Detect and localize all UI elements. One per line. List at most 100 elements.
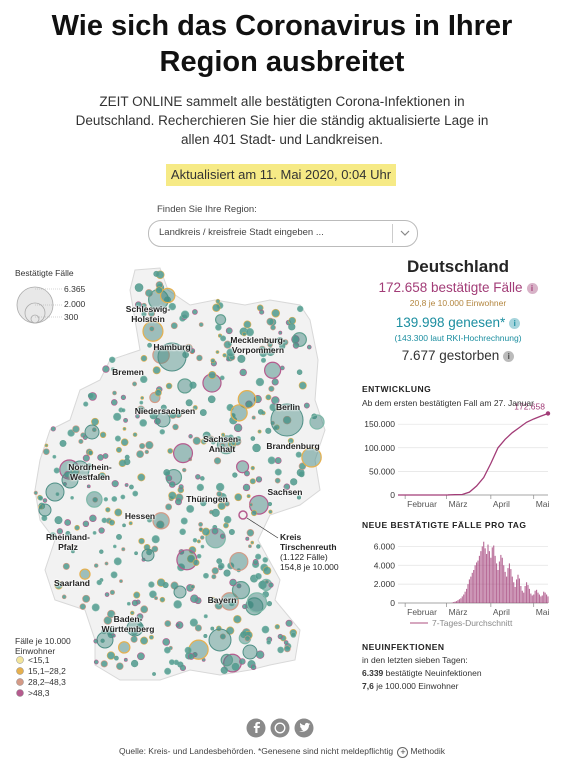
district-circle	[112, 544, 117, 549]
district-circle	[258, 580, 267, 590]
district-circle	[121, 547, 126, 552]
district-circle	[250, 509, 258, 517]
district-circle	[232, 472, 238, 478]
chart-title: ENTWICKLUNG	[362, 384, 432, 394]
district-circle	[200, 535, 205, 540]
district-circle	[237, 354, 246, 363]
district-circle	[136, 623, 144, 631]
district-circle	[140, 375, 148, 384]
district-circle	[257, 429, 262, 434]
district-circle	[228, 599, 235, 607]
district-circle	[104, 592, 110, 597]
district-circle	[137, 652, 145, 661]
district-circle	[172, 423, 179, 431]
district-circle	[134, 283, 144, 292]
y-tick-label: 0	[390, 598, 395, 608]
district-circle	[221, 432, 226, 437]
district-circle	[87, 392, 94, 399]
district-circle	[132, 432, 138, 437]
district-circle	[261, 625, 270, 634]
district-circle	[277, 646, 284, 654]
bar	[463, 594, 465, 603]
dropdown-toggle[interactable]	[392, 224, 417, 243]
district-circle	[140, 355, 148, 362]
color-legend-label: <15,1	[28, 655, 50, 665]
bar	[516, 579, 518, 603]
district-circle	[110, 367, 115, 372]
district-circle	[115, 446, 122, 453]
district-circle	[234, 493, 243, 502]
district-circle	[169, 481, 176, 488]
summary-title: Deutschland	[406, 257, 510, 276]
district-circle	[282, 415, 292, 425]
district-circle	[250, 436, 256, 441]
district-circle	[159, 429, 165, 435]
district-circle	[149, 590, 157, 599]
district-circle	[54, 516, 63, 525]
district-circle	[104, 561, 109, 566]
district-circle	[244, 635, 251, 642]
district-circle	[114, 435, 121, 442]
district-circle	[188, 434, 193, 439]
footer-method[interactable]: Methodik	[410, 746, 445, 756]
district-circle	[182, 467, 187, 473]
district-circle	[207, 395, 216, 404]
district-circle	[203, 572, 209, 579]
info-icon[interactable]: i	[526, 283, 538, 294]
bar	[520, 586, 522, 603]
bar	[497, 570, 499, 603]
district-circle	[208, 370, 217, 380]
district-circle	[211, 527, 219, 535]
district-circle	[148, 317, 153, 322]
info-icon[interactable]: i	[509, 318, 521, 329]
district-circle	[214, 314, 227, 326]
new-infections-count: 6.339 bestätigte Neuinfektionen	[362, 668, 482, 678]
bar	[521, 590, 523, 603]
district-circle	[140, 636, 149, 645]
district-circle	[201, 527, 211, 536]
search-input[interactable]: Landkreis / kreisfreie Stadt eingeben ..…	[148, 220, 418, 247]
bar	[540, 596, 542, 603]
highlight-circle	[238, 510, 248, 520]
size-legend-circle	[30, 314, 40, 324]
annotation-cases: (1.122 Fälle)	[280, 552, 328, 562]
district-circle	[268, 509, 273, 514]
bar	[473, 570, 475, 603]
region-label: Schleswig-Holstein	[125, 304, 171, 324]
chart-subtitle: Ab dem ersten bestätigten Fall am 27. Ja…	[362, 398, 534, 408]
color-legend-label: >48,3	[28, 688, 50, 698]
district-circle	[50, 426, 56, 432]
district-circle	[259, 309, 265, 315]
district-circle	[220, 653, 234, 667]
district-circle	[200, 499, 207, 507]
bar	[541, 595, 543, 603]
city-circle	[242, 644, 258, 660]
district-circle	[303, 402, 310, 409]
bar	[484, 548, 486, 603]
district-circle	[131, 599, 139, 607]
y-tick-label: 100.000	[364, 443, 395, 453]
deaths-text: 7.677 gestorben	[401, 348, 500, 363]
district-circle	[123, 458, 131, 466]
share-button[interactable]	[270, 718, 290, 738]
district-circle	[86, 491, 103, 508]
district-circle	[93, 563, 99, 568]
district-circle	[196, 553, 202, 559]
district-circle	[83, 401, 89, 407]
district-circle	[288, 323, 296, 331]
info-icon[interactable]: i	[503, 351, 515, 362]
district-circle	[228, 341, 232, 346]
bar	[528, 588, 530, 603]
district-circle	[265, 338, 273, 345]
district-circle	[198, 527, 203, 532]
district-circle	[176, 549, 198, 571]
bar	[488, 551, 490, 603]
district-circle	[187, 347, 193, 353]
district-circle	[114, 508, 123, 517]
district-circle	[61, 594, 67, 600]
district-circle	[107, 609, 116, 619]
district-circle	[192, 559, 200, 567]
district-circle	[124, 483, 129, 487]
summary-confirmed-rate: 20,8 je 10.000 Einwohner	[409, 298, 507, 308]
bar	[458, 599, 460, 603]
